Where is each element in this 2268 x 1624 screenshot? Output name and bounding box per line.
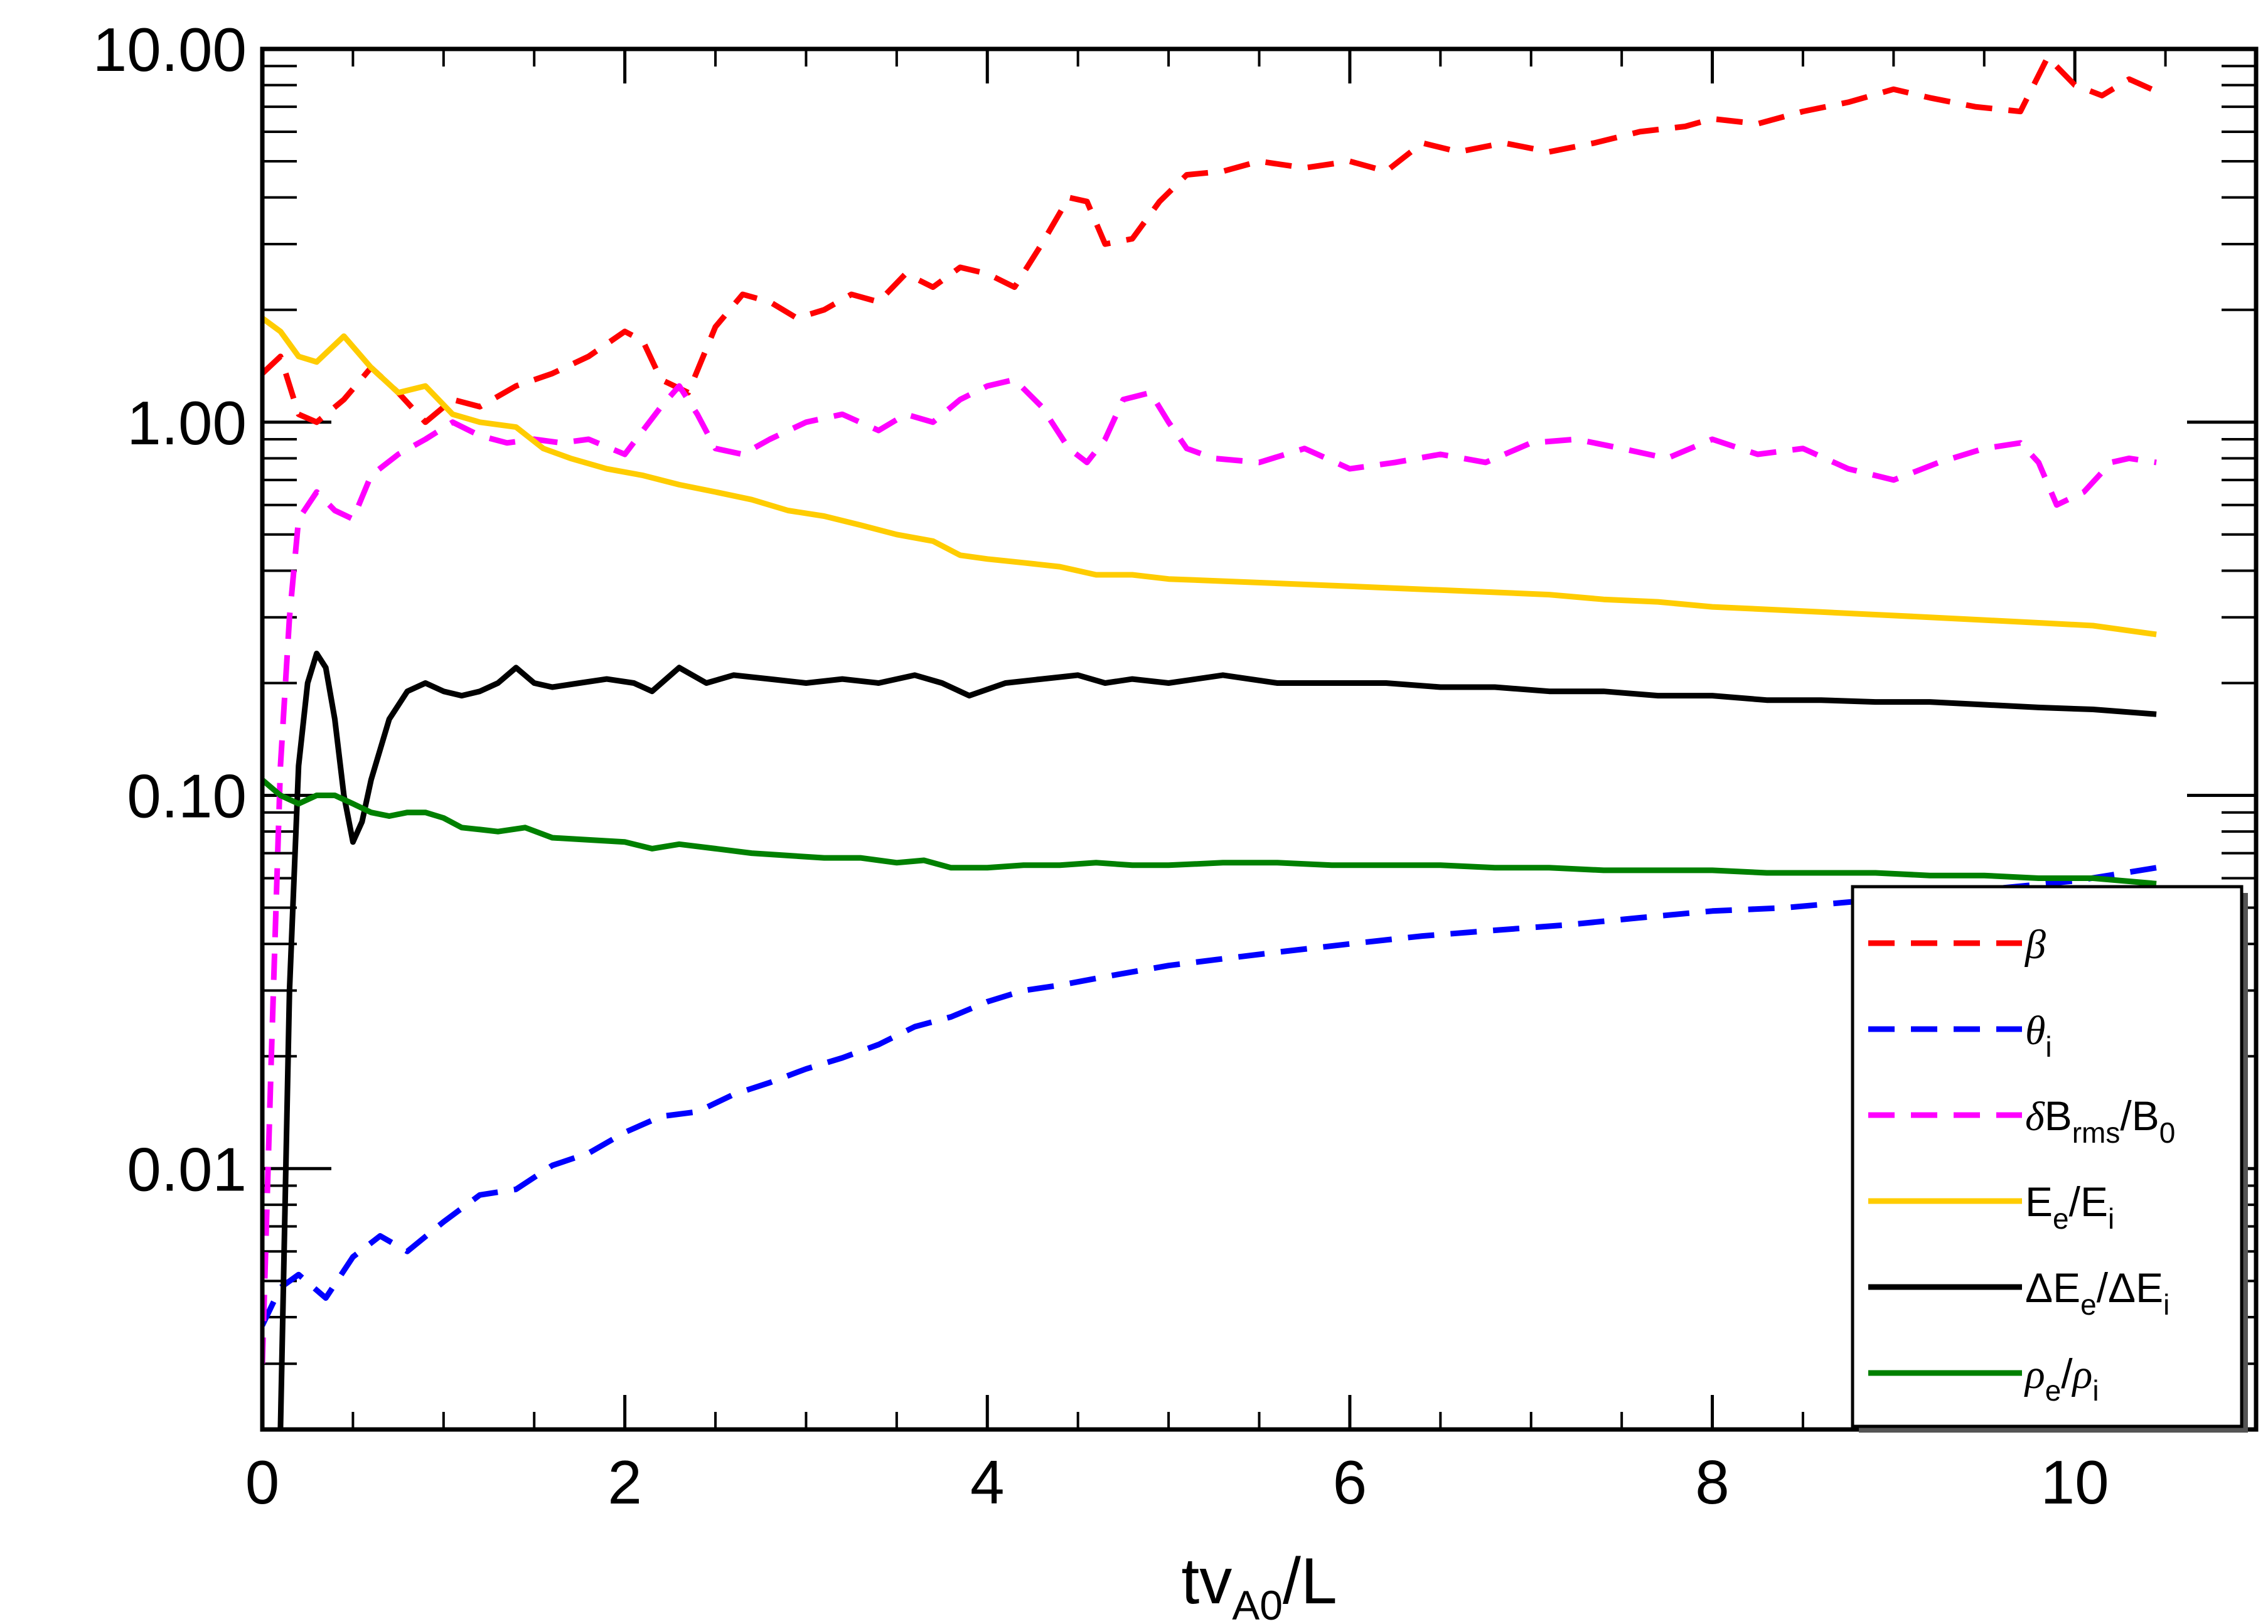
legend: β θi δBrms/B0 Ee/Ei ΔEe/ΔEi ρe/ρi: [1851, 885, 2248, 1433]
series-line-dEe_dEi: [277, 650, 2157, 1429]
legend-box: [1851, 885, 2244, 1428]
series-line-beta: [262, 54, 2158, 425]
x-tick-label: 10: [2041, 1448, 2109, 1517]
series-line-rhoe_rhoi: [262, 777, 2157, 887]
series-line-Ee_Ei: [262, 316, 2157, 638]
legend-label-rhoe_rhoi: ρe/ρi: [2024, 1350, 2099, 1407]
x-axis-title: tvA0/L: [1181, 1545, 1337, 1624]
x-tick-label: 0: [245, 1448, 280, 1517]
x-tick-label: 2: [607, 1448, 642, 1517]
legend-label-beta: β: [2024, 922, 2046, 968]
x-tick-label: 4: [970, 1448, 1005, 1517]
y-tick-label: 0.01: [127, 1135, 247, 1204]
axis-titles: tvA0/L: [1181, 1545, 1337, 1624]
tick-labels: 0 2 4 6 8 10 0.01 0.10 1.00 10.00: [93, 15, 2109, 1517]
x-tick-label: 8: [1695, 1448, 1730, 1517]
series-line-dBrms_B0: [262, 377, 2157, 1364]
legend-label-dEe_dEi: ΔEe/ΔEi: [2025, 1264, 2169, 1321]
legend-label-theta_i: θi: [2025, 1008, 2052, 1063]
plot-frame: [260, 46, 2259, 1432]
legend-label-Ee_Ei: Ee/Ei: [2025, 1178, 2114, 1235]
y-tick-label: 10.00: [93, 15, 247, 84]
y-tick-label: 1.00: [127, 388, 247, 457]
x-tick-label: 6: [1333, 1448, 1367, 1517]
y-tick-label: 0.10: [127, 762, 247, 831]
plot-series: [262, 54, 2158, 1429]
series-line-theta_i: [262, 865, 2157, 1327]
legend-label-dBrms_B0: δBrms/B0: [2025, 1092, 2175, 1149]
